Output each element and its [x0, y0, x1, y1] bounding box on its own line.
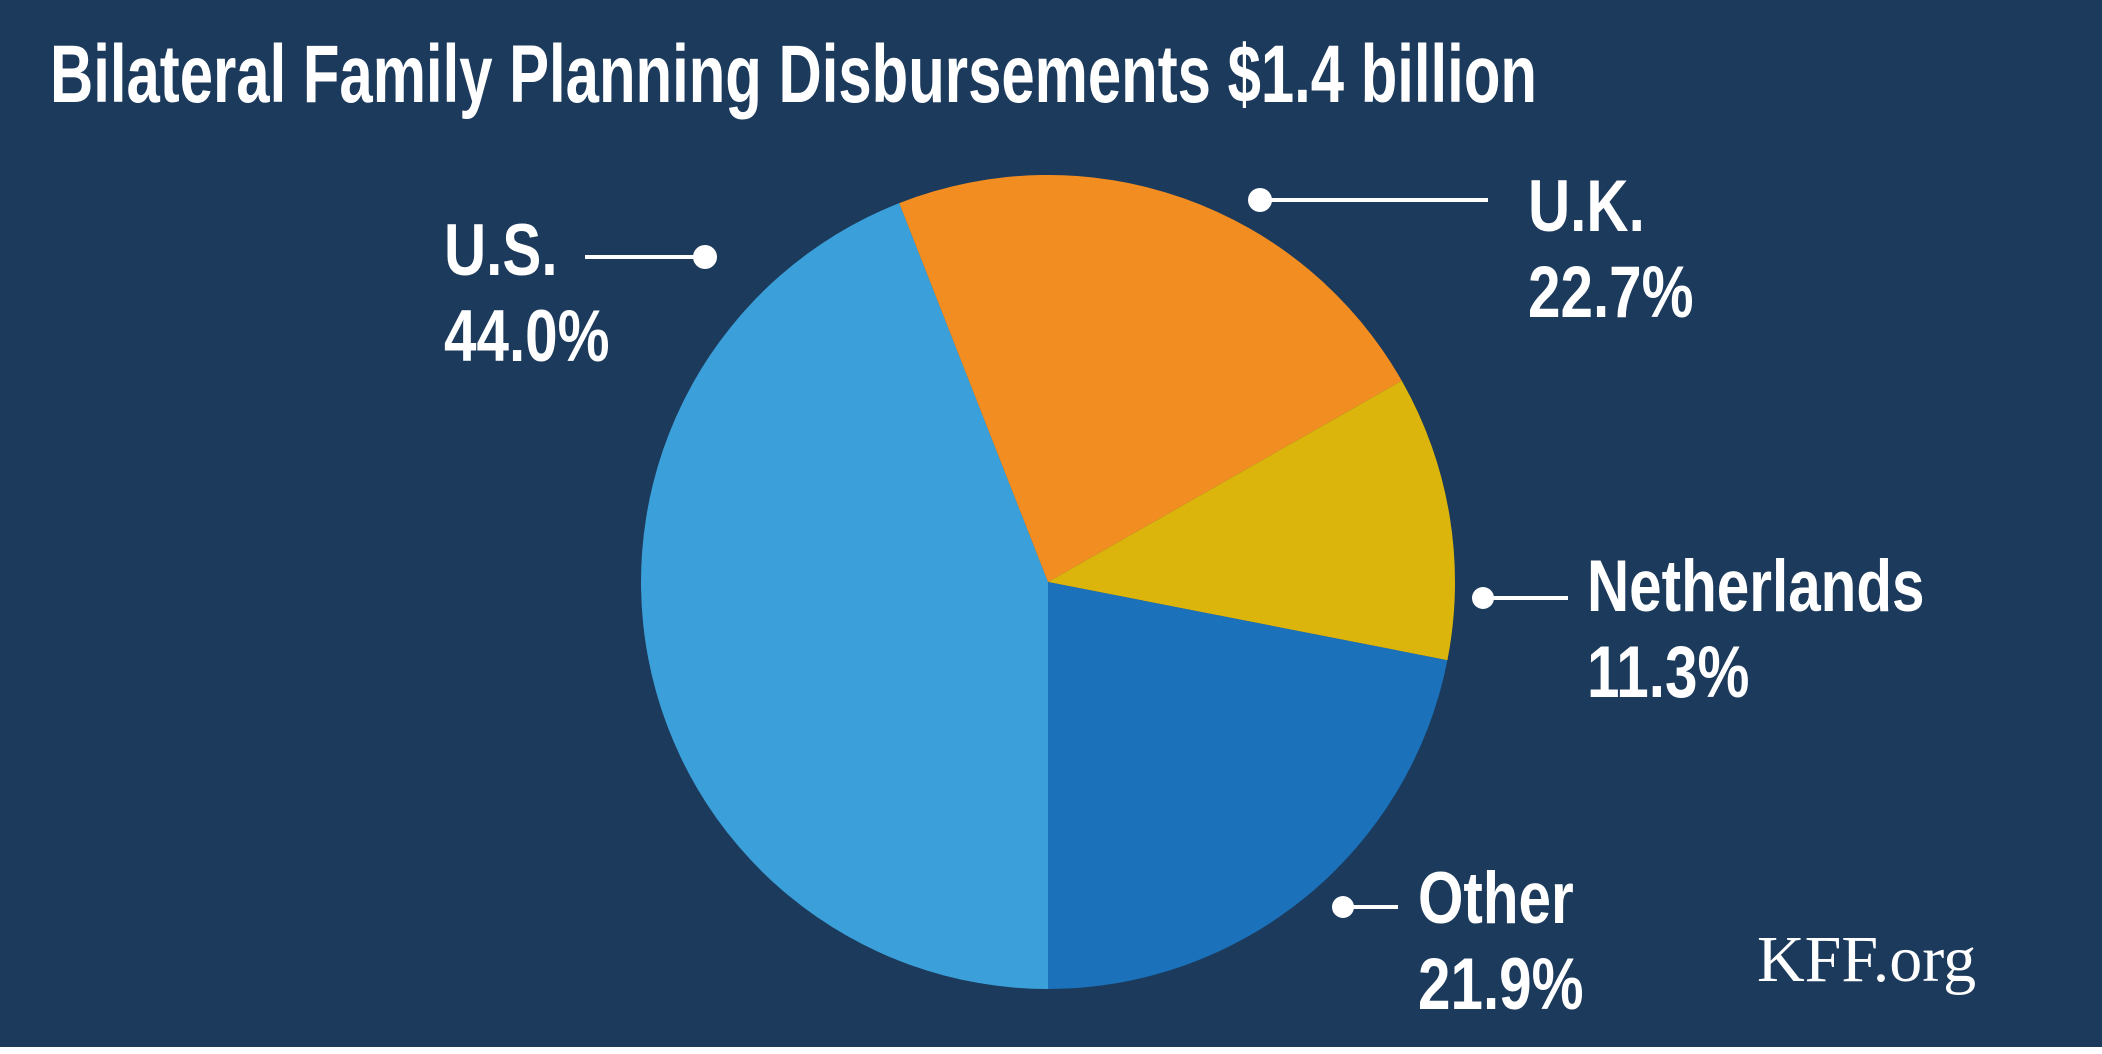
callout-us-value: 44.0% — [444, 296, 610, 378]
leader-dot-us — [693, 245, 717, 269]
leader-dot-other — [1332, 896, 1354, 918]
chart-title: Bilateral Family Planning Disbursements … — [50, 29, 1537, 120]
pie-chart — [641, 175, 1455, 989]
leader-line-us — [585, 255, 695, 259]
callout-uk-label: U.K. — [1528, 166, 1645, 247]
leader-dot-netherlands — [1472, 587, 1494, 609]
callout-us-label: U.S. — [444, 210, 558, 291]
callout-uk: U.K. 22.7% — [1528, 164, 1694, 336]
leader-line-uk — [1270, 198, 1488, 202]
callout-other-label: Other — [1418, 858, 1574, 939]
leader-line-netherlands — [1493, 596, 1568, 600]
leader-dot-uk — [1248, 188, 1272, 212]
pie-slice-us — [641, 203, 1048, 989]
callout-netherlands-value: 11.3% — [1587, 632, 1750, 714]
callout-other-value: 21.9% — [1418, 944, 1584, 1026]
callout-us: U.S. 44.0% — [444, 208, 610, 380]
callout-other: Other 21.9% — [1418, 856, 1584, 1028]
leader-line-other — [1353, 905, 1398, 909]
pie-slice-uk — [899, 175, 1402, 582]
callout-uk-value: 22.7% — [1528, 252, 1694, 334]
pie-slice-other — [1048, 582, 1448, 989]
callout-netherlands: Netherlands 11.3% — [1587, 544, 1925, 716]
bottom-border — [0, 1047, 2102, 1054]
pie-slice-netherlands — [1048, 380, 1455, 661]
callout-netherlands-label: Netherlands — [1587, 546, 1925, 627]
source-logo: KFF.org — [1757, 923, 1977, 996]
